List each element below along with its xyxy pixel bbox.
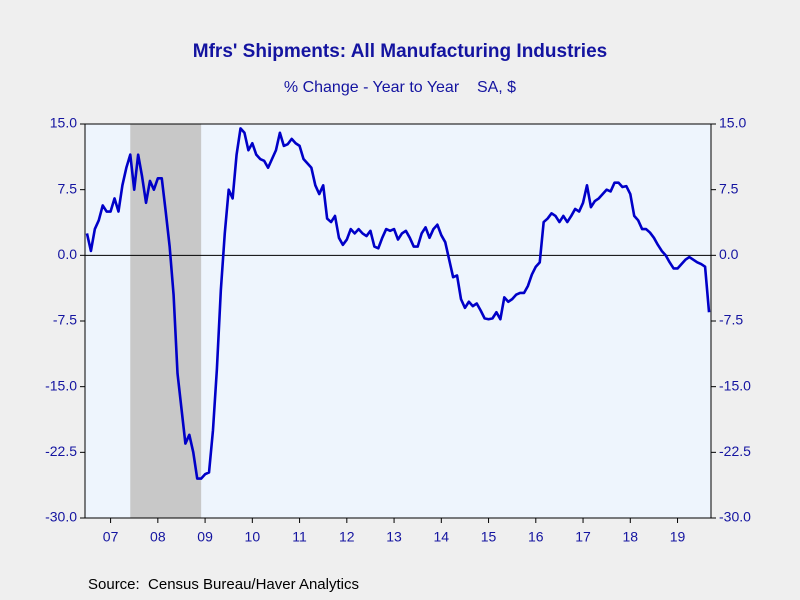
x-tick-label: 12 <box>339 529 355 545</box>
x-tick-label: 11 <box>292 529 307 545</box>
y2-tick-label: -30.0 <box>719 509 751 525</box>
x-tick-label: 13 <box>386 529 402 545</box>
y-tick-label: 7.5 <box>58 180 78 196</box>
y2-tick-label: 0.0 <box>719 246 739 262</box>
source-note: Source: Census Bureau/Haver Analytics <box>88 576 359 593</box>
plot-frame <box>84 123 712 519</box>
y-tick-label: -30.0 <box>45 509 77 525</box>
data-line <box>85 127 711 480</box>
y-tick-label: -15.0 <box>45 377 77 393</box>
y-tick-label: 15.0 <box>50 115 77 131</box>
x-tick-label: 17 <box>575 529 591 545</box>
axis-layer: -30.0 -30.0 -22.5 -22.5 -15.0 -15.0 -7.5 -7.5 0.… <box>45 115 751 545</box>
x-tick-label: 15 <box>481 529 497 545</box>
x-tick-label: 08 <box>150 529 166 545</box>
y2-tick-label: -22.5 <box>719 443 751 459</box>
y2-tick-label: 15.0 <box>719 115 746 131</box>
chart-subtitle: % Change - Year to Year SA, $ <box>284 79 516 96</box>
x-tick-label: 14 <box>434 529 450 545</box>
x-tick-label: 10 <box>245 529 261 545</box>
y2-tick-label: -15.0 <box>719 377 751 393</box>
x-tick-label: 09 <box>197 529 213 545</box>
line-layer <box>85 127 711 480</box>
recession-band <box>130 124 202 518</box>
y2-tick-label: -7.5 <box>719 312 743 328</box>
x-tick-label: 07 <box>103 529 119 545</box>
y-tick-label: 0.0 <box>58 246 78 262</box>
y-tick-label: -7.5 <box>53 312 77 328</box>
shading-layer <box>130 124 202 518</box>
x-tick-label: 18 <box>623 529 639 545</box>
y2-tick-label: 7.5 <box>719 180 739 196</box>
chart-title: Mfrs' Shipments: All Manufacturing Indus… <box>193 41 607 62</box>
y-tick-label: -22.5 <box>45 443 77 459</box>
x-tick-label: 16 <box>528 529 544 545</box>
x-tick-label: 19 <box>670 529 686 545</box>
